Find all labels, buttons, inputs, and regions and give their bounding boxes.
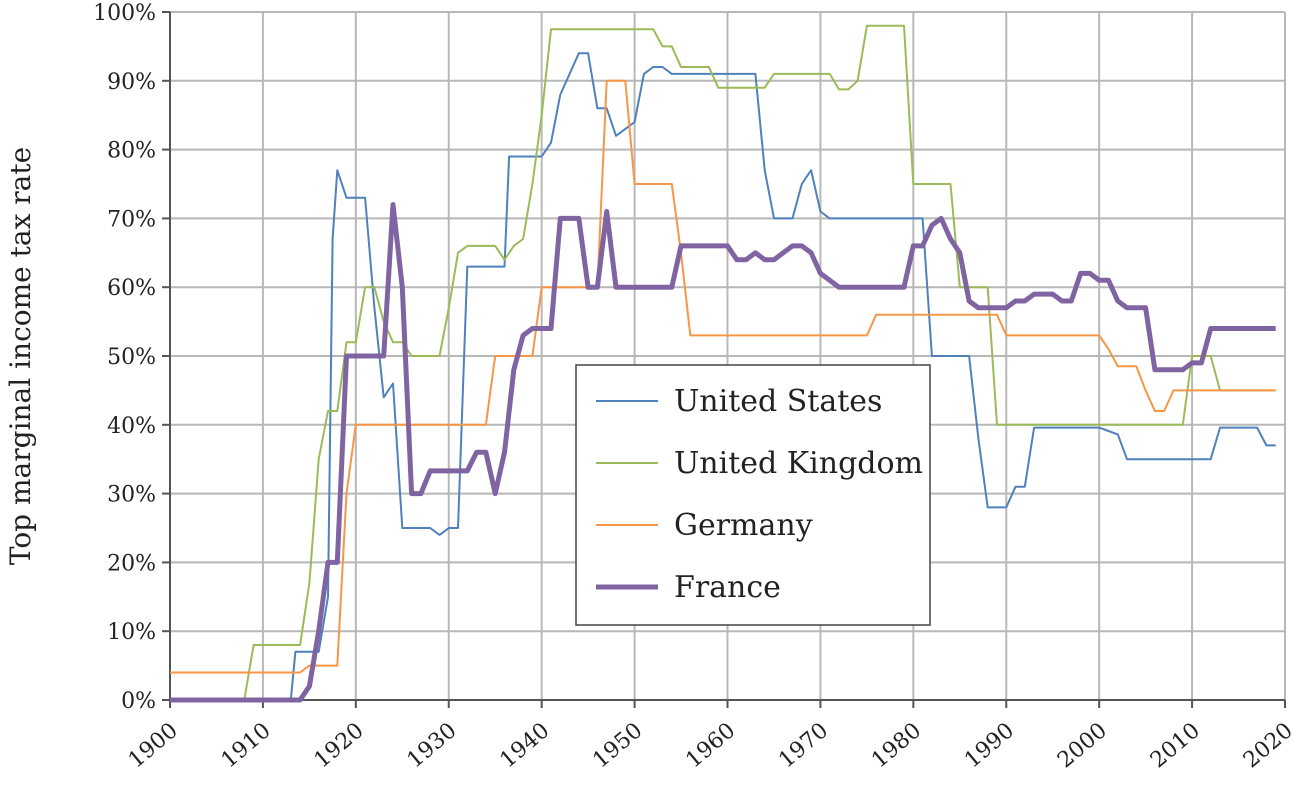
x-tick-label: 1920 bbox=[310, 718, 369, 773]
y-tick-label: 50% bbox=[107, 345, 156, 370]
x-tick-label: 2010 bbox=[1146, 718, 1205, 773]
y-tick-label: 70% bbox=[107, 207, 156, 232]
series-line-united-states bbox=[170, 52, 1276, 701]
x-tick-label: 1910 bbox=[217, 718, 276, 773]
series-lines bbox=[170, 24, 1276, 703]
x-tick-label: 1950 bbox=[588, 718, 647, 773]
x-tick-label: 1900 bbox=[124, 718, 183, 773]
axes bbox=[162, 11, 1286, 708]
y-tick-label: 80% bbox=[107, 139, 156, 164]
x-tick-label: 1930 bbox=[403, 718, 462, 773]
y-tick-label: 100% bbox=[93, 1, 156, 26]
y-tick-label: 40% bbox=[107, 414, 156, 439]
legend-label: Germany bbox=[674, 508, 813, 543]
y-tick-label: 10% bbox=[107, 620, 156, 645]
series-line-germany bbox=[170, 79, 1276, 674]
legend-label: United States bbox=[674, 384, 882, 419]
legend-box bbox=[575, 364, 931, 626]
y-tick-label: 90% bbox=[107, 70, 156, 95]
y-axis-title: Top marginal income tax rate bbox=[4, 147, 37, 565]
legend-label: France bbox=[674, 570, 781, 605]
x-tick-label: 1940 bbox=[496, 718, 555, 773]
x-tick-label: 1970 bbox=[774, 718, 833, 773]
x-tick-label: 1990 bbox=[960, 718, 1019, 773]
x-tick-label: 1980 bbox=[867, 718, 926, 773]
series-line-france bbox=[170, 202, 1276, 703]
y-tick-label: 30% bbox=[107, 483, 156, 508]
y-tick-label: 20% bbox=[107, 551, 156, 576]
y-tick-label: 0% bbox=[121, 689, 156, 714]
legend-label: United Kingdom bbox=[674, 446, 923, 481]
x-tick-label: 1960 bbox=[681, 718, 740, 773]
y-tick-label: 60% bbox=[107, 276, 156, 301]
x-tick-label: 2000 bbox=[1053, 718, 1112, 773]
legend: United States United Kingdom Germany France bbox=[575, 364, 931, 626]
series-line-united-kingdom bbox=[170, 24, 1276, 701]
x-tick-label: 2020 bbox=[1239, 718, 1295, 773]
